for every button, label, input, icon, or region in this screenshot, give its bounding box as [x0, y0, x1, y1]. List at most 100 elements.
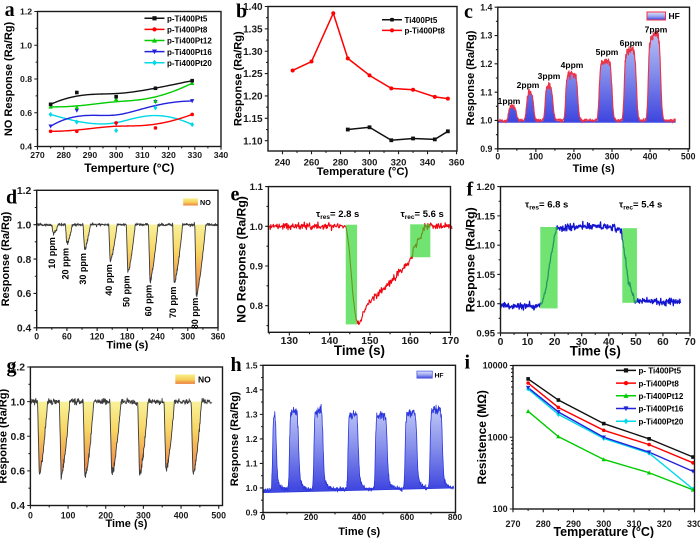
- svg-text:4ppm: 4ppm: [561, 60, 584, 70]
- svg-text:300: 300: [605, 152, 620, 162]
- svg-text:5ppm: 5ppm: [596, 47, 619, 57]
- svg-text:1.4: 1.4: [246, 385, 258, 395]
- svg-text:400: 400: [352, 512, 367, 522]
- svg-text:Time (s): Time (s): [334, 343, 385, 358]
- svg-text:200: 200: [304, 512, 319, 522]
- svg-text:160: 160: [402, 336, 420, 347]
- svg-text:Time (s): Time (s): [570, 344, 621, 359]
- svg-text:1.40: 1.40: [243, 2, 263, 13]
- svg-text:600: 600: [400, 512, 415, 522]
- svg-text:50: 50: [630, 337, 642, 348]
- svg-text:80 ppm: 80 ppm: [190, 298, 200, 330]
- svg-text:p-Ti400Pt16: p-Ti400Pt16: [639, 405, 684, 414]
- svg-text:240: 240: [150, 331, 165, 341]
- svg-text:310: 310: [626, 519, 641, 529]
- svg-text:p-Ti400Pt8: p-Ti400Pt8: [639, 379, 680, 388]
- svg-text:260: 260: [304, 158, 320, 169]
- svg-text:1.20: 1.20: [243, 92, 263, 103]
- svg-text:200: 200: [98, 511, 113, 521]
- svg-text:Temperature (°C): Temperature (°C): [317, 166, 409, 178]
- svg-text:p-Ti400Pt5: p-Ti400Pt5: [167, 15, 208, 24]
- svg-text:270: 270: [505, 519, 520, 529]
- svg-text:1.4: 1.4: [480, 2, 492, 12]
- svg-text:c: c: [464, 1, 473, 23]
- svg-text:Temperture (°C): Temperture (°C): [84, 161, 174, 175]
- svg-text:60 ppm: 60 ppm: [144, 285, 154, 317]
- svg-text:30: 30: [576, 337, 588, 348]
- svg-text:0.6: 0.6: [20, 108, 32, 118]
- svg-text:60: 60: [657, 337, 669, 348]
- svg-text:0.9: 0.9: [246, 508, 258, 518]
- svg-text:170: 170: [442, 336, 460, 347]
- svg-text:300: 300: [109, 150, 124, 160]
- svg-text:e: e: [231, 184, 240, 206]
- svg-text:1.1: 1.1: [480, 87, 492, 97]
- svg-text:1.0: 1.0: [20, 40, 32, 50]
- svg-text:g: g: [7, 355, 17, 377]
- svg-text:p-Ti400Pt16: p-Ti400Pt16: [167, 48, 212, 57]
- svg-text:Ti400Pt5: Ti400Pt5: [405, 16, 438, 25]
- svg-text:320: 320: [391, 158, 407, 169]
- svg-text:0: 0: [261, 512, 266, 522]
- svg-text:400: 400: [643, 152, 658, 162]
- svg-text:70: 70: [684, 337, 696, 348]
- svg-text:HF: HF: [669, 11, 680, 21]
- svg-text:Time (s): Time (s): [573, 163, 615, 175]
- svg-text:0.4: 0.4: [20, 142, 32, 152]
- svg-text:p-Ti400Pt20: p-Ti400Pt20: [639, 417, 684, 426]
- svg-text:40 ppm: 40 ppm: [104, 264, 114, 296]
- svg-text:70 ppm: 70 ppm: [168, 287, 178, 319]
- svg-text:60: 60: [62, 331, 72, 341]
- svg-text:100: 100: [529, 152, 544, 162]
- svg-text:0.8: 0.8: [20, 74, 32, 84]
- svg-text:7ppm: 7ppm: [645, 25, 668, 35]
- svg-text:b: b: [236, 1, 247, 23]
- svg-text:Response (Ra/Rg): Response (Ra/Rg): [464, 207, 478, 312]
- svg-text:120: 120: [90, 331, 105, 341]
- svg-text:290: 290: [566, 519, 581, 529]
- svg-text:1.15: 1.15: [243, 114, 263, 125]
- svg-text:1.0: 1.0: [250, 222, 263, 233]
- svg-text:p-Ti400Pt12: p-Ti400Pt12: [167, 37, 212, 46]
- svg-text:150: 150: [361, 336, 379, 347]
- svg-text:1.05: 1.05: [476, 270, 495, 281]
- svg-text:240: 240: [275, 158, 291, 169]
- svg-text:100: 100: [61, 511, 76, 521]
- svg-text:500: 500: [211, 511, 226, 521]
- svg-text:0.9: 0.9: [250, 261, 263, 272]
- svg-text:1.0: 1.0: [17, 220, 32, 231]
- svg-text:0.8: 0.8: [17, 255, 32, 266]
- svg-text:Resistence (MΩ): Resistence (MΩ): [475, 390, 489, 484]
- svg-text:1.30: 1.30: [243, 47, 263, 58]
- svg-text:300: 300: [180, 331, 195, 341]
- svg-text:0: 0: [28, 511, 33, 521]
- svg-text:6ppm: 6ppm: [620, 38, 643, 48]
- svg-text:NO: NO: [200, 198, 211, 207]
- svg-text:1.0: 1.0: [480, 116, 492, 126]
- svg-text:1.2: 1.2: [11, 363, 26, 374]
- svg-text:20 ppm: 20 ppm: [61, 248, 71, 280]
- svg-text:320: 320: [657, 519, 672, 529]
- svg-text:1.2: 1.2: [480, 59, 492, 69]
- svg-text:330: 330: [188, 150, 203, 160]
- svg-text:130: 130: [281, 336, 299, 347]
- svg-text:30 ppm: 30 ppm: [78, 253, 88, 285]
- svg-text:Time (s): Time (s): [105, 518, 147, 530]
- svg-text:310: 310: [135, 150, 150, 160]
- svg-text:2ppm: 2ppm: [517, 80, 540, 90]
- svg-text:1.2: 1.2: [17, 186, 32, 197]
- svg-text:Response (Ra/Rg): Response (Ra/Rg): [465, 30, 477, 125]
- svg-text:0: 0: [34, 331, 39, 341]
- svg-text:10000: 10000: [483, 361, 508, 371]
- svg-text:NO Response (Ra/Rg): NO Response (Ra/Rg): [3, 22, 15, 137]
- svg-text:290: 290: [83, 150, 98, 160]
- svg-text:i: i: [465, 352, 471, 374]
- svg-text:320: 320: [161, 150, 176, 160]
- svg-text:340: 340: [214, 150, 229, 160]
- svg-text:280: 280: [333, 158, 349, 169]
- svg-text:0.9: 0.9: [480, 144, 492, 154]
- svg-text:1.35: 1.35: [243, 24, 263, 35]
- svg-text:140: 140: [321, 336, 339, 347]
- svg-text:p-Ti400Pt20: p-Ti400Pt20: [167, 59, 212, 68]
- svg-text:1.10: 1.10: [476, 241, 495, 252]
